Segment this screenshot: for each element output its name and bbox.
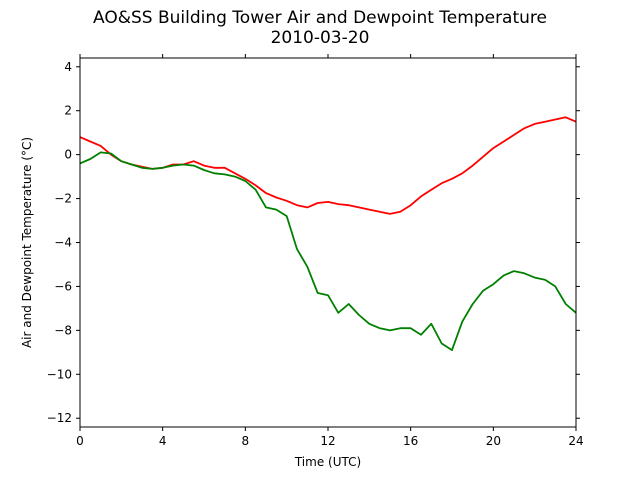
plot-frame bbox=[79, 57, 577, 428]
y-tick-label: −8 bbox=[54, 323, 72, 337]
x-tick-label: 12 bbox=[320, 434, 335, 448]
y-tick-label: −4 bbox=[54, 236, 72, 250]
y-tick-label: −2 bbox=[54, 192, 72, 206]
x-axis-label: Time (UTC) bbox=[294, 455, 361, 469]
chart-title: AO&SS Building Tower Air and Dewpoint Te… bbox=[92, 8, 547, 28]
x-tick-label: 8 bbox=[242, 434, 250, 448]
x-tick-label: 20 bbox=[486, 434, 501, 448]
y-tick-label: 2 bbox=[64, 104, 72, 118]
y-tick-label: 0 bbox=[64, 148, 72, 162]
y-axis-label: Air and Dewpoint Temperature (°C) bbox=[20, 137, 34, 348]
y-tick-label: −6 bbox=[54, 279, 72, 293]
y-tick-label: −12 bbox=[47, 411, 72, 425]
chart-subtitle: 2010-03-20 bbox=[270, 28, 370, 48]
x-tick-label: 4 bbox=[159, 434, 167, 448]
y-tick-label: −10 bbox=[47, 367, 72, 381]
x-tick-label: 16 bbox=[403, 434, 418, 448]
y-tick-label: 4 bbox=[64, 60, 72, 74]
series-line-1 bbox=[79, 116, 577, 215]
x-tick-label: 24 bbox=[568, 434, 583, 448]
x-tick-label: 0 bbox=[76, 434, 84, 448]
series-line-2 bbox=[79, 151, 577, 352]
